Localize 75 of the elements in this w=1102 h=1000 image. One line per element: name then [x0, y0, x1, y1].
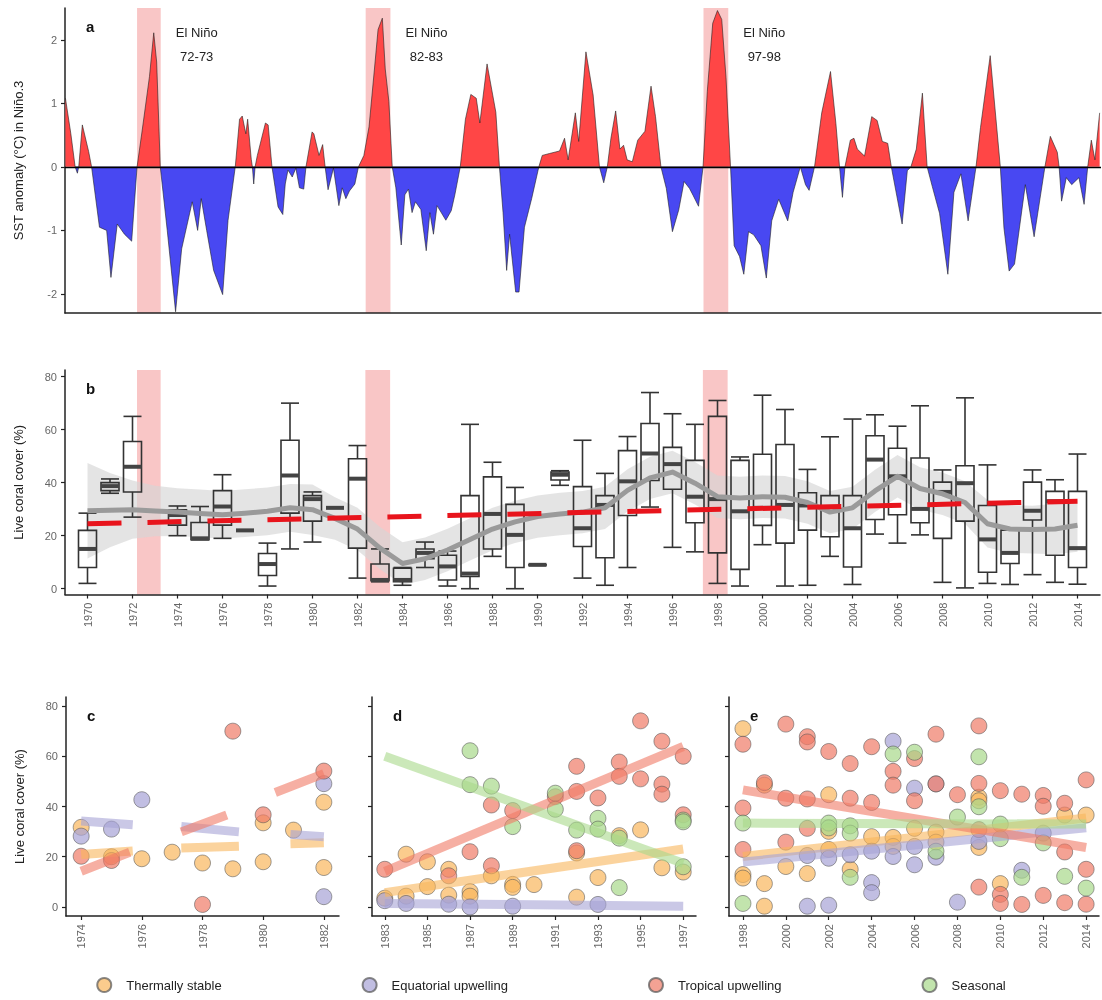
x-tick-label: 2002: [822, 924, 835, 949]
x-tick-label: 2012: [1037, 924, 1050, 949]
x-tick-label: 2014: [1080, 924, 1093, 949]
y-tick-label: 0: [51, 900, 58, 913]
x-tick-label: 1984: [396, 602, 409, 628]
x-tick-label: 1993: [591, 924, 604, 949]
text: c: [87, 707, 96, 724]
x-tick-label: 1976: [216, 602, 229, 628]
x-tick-label: 1991: [549, 924, 562, 949]
text: b: [86, 380, 96, 397]
band-label: El Niño 72-73: [175, 24, 218, 64]
x-tick-label: 1995: [634, 924, 647, 949]
x-tick-label: 1992: [576, 602, 589, 628]
x-tick-label: 1980: [257, 924, 270, 949]
legend-label: Tropical upwelling: [677, 977, 782, 993]
x-tick-label: 1982: [317, 924, 330, 949]
x-tick-label: 2006: [908, 924, 921, 949]
y-tick-label: 40: [45, 800, 58, 813]
x-tick-label: 1974: [75, 924, 88, 949]
band-label: El Niño 82-83: [405, 24, 448, 64]
legend-label: Thermally stable: [126, 977, 222, 993]
y-tick-label: -1: [47, 224, 57, 237]
y-tick-label: 60: [44, 423, 57, 436]
x-tick-label: 1998: [711, 602, 724, 628]
y-tick-label: 1: [50, 97, 57, 110]
x-tick-label: 2010: [981, 602, 994, 628]
x-tick-label: 1983: [378, 924, 391, 949]
y-axis-title: Live coral cover (%): [12, 749, 27, 864]
x-tick-label: 2004: [865, 924, 878, 949]
x-tick-label: 2000: [756, 602, 769, 628]
x-tick-label: 1994: [621, 602, 634, 628]
x-tick-label: 1982: [351, 602, 364, 628]
x-tick-label: 2008: [936, 602, 949, 628]
y-tick-label: 40: [44, 476, 57, 489]
x-tick-label: 1997: [677, 924, 690, 949]
x-tick-label: 1976: [135, 924, 148, 949]
x-tick-label: 2000: [779, 924, 792, 949]
x-tick-label: 1989: [506, 924, 519, 949]
x-tick-label: 1990: [531, 602, 544, 628]
x-tick-label: 2004: [846, 602, 859, 628]
x-tick-label: 2014: [1071, 602, 1084, 628]
y-tick-label: -2: [47, 287, 57, 300]
y-tick-label: 2: [50, 33, 57, 46]
x-tick-label: 1978: [196, 924, 209, 949]
x-tick-label: 2012: [1026, 602, 1039, 628]
x-tick-label: 1988: [486, 602, 499, 628]
y-axis-title: Live coral cover (%): [11, 424, 26, 540]
x-tick-label: 2006: [891, 602, 904, 628]
legend-label: Equatorial upwelling: [391, 977, 508, 993]
x-tick-label: 1974: [171, 602, 184, 628]
y-tick-label: 20: [45, 850, 58, 863]
x-tick-label: 1972: [126, 602, 139, 628]
text: d: [393, 707, 403, 724]
y-tick-label: 0: [50, 160, 57, 173]
text: a: [86, 18, 95, 35]
y-tick-label: 80: [44, 370, 57, 383]
x-tick-label: 1987: [464, 924, 477, 949]
x-tick-label: 1980: [306, 602, 319, 628]
y-tick-label: 0: [50, 582, 57, 595]
x-tick-label: 1978: [261, 602, 274, 628]
legend-label: Seasonal: [951, 977, 1006, 993]
y-axis-title: SST anomaly (°C) in Niño.3: [11, 80, 26, 241]
x-tick-label: 1998: [736, 924, 749, 949]
y-tick-label: 80: [45, 700, 58, 713]
x-tick-label: 2010: [994, 924, 1007, 949]
x-tick-label: 1970: [81, 602, 94, 628]
x-tick-label: 2002: [801, 602, 814, 628]
text: e: [750, 707, 759, 724]
y-tick-label: 60: [45, 750, 58, 763]
x-tick-label: 1986: [441, 602, 454, 628]
x-tick-label: 1996: [666, 602, 679, 628]
x-tick-label: 2008: [951, 924, 964, 949]
x-tick-label: 1985: [421, 924, 434, 949]
y-tick-label: 20: [44, 529, 57, 542]
band-label: El Niño 97-98: [743, 24, 786, 64]
